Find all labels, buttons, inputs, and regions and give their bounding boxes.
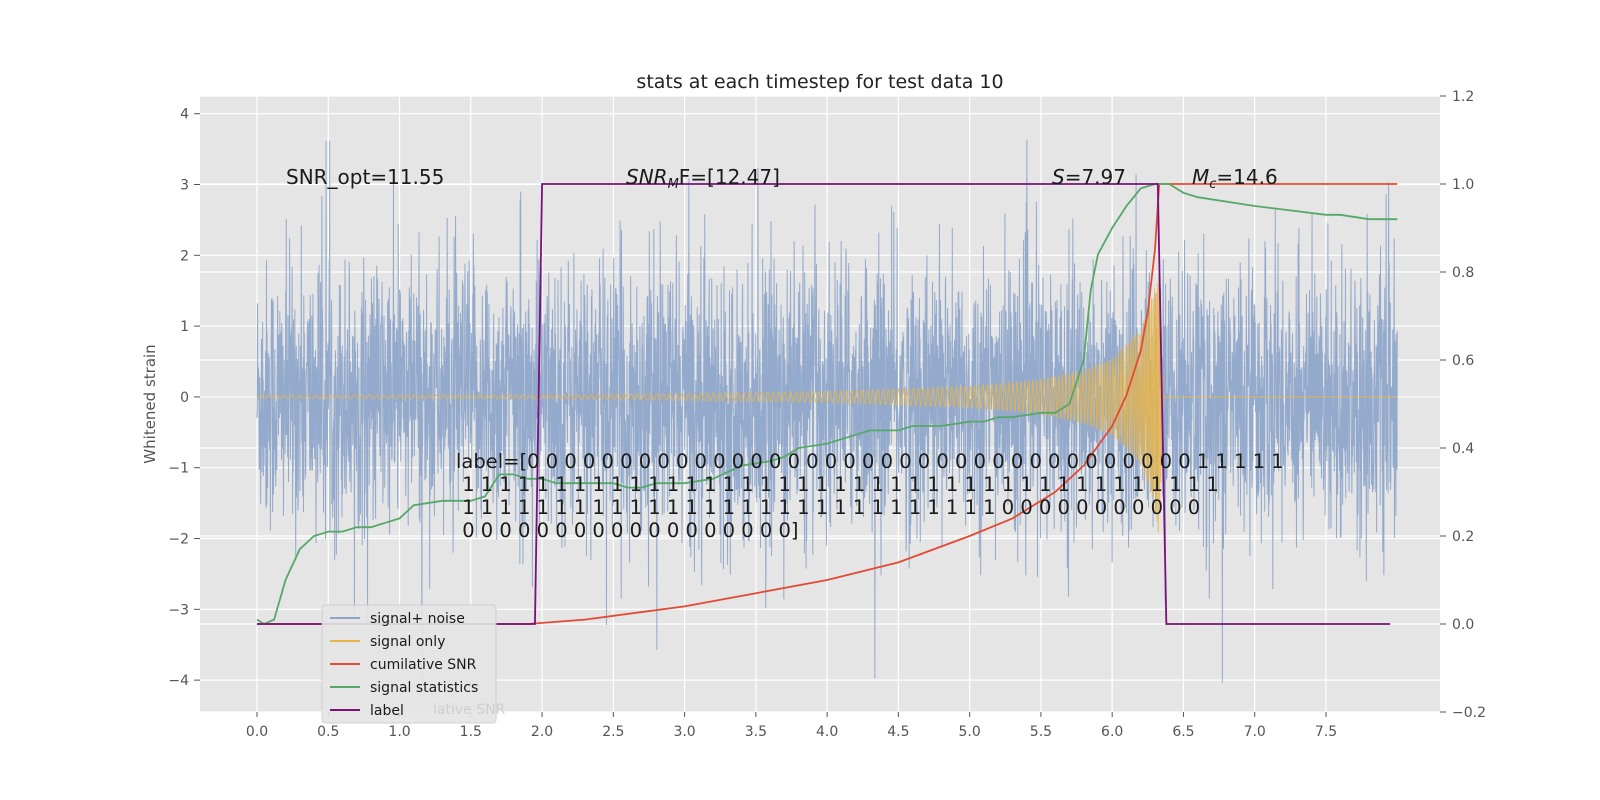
y2-tick-label: 0.2 [1452,529,1474,545]
x-tick-label: 2.5 [602,724,624,740]
chart-title: stats at each timestep for test data 10 [636,71,1003,93]
y-tick-label: 1 [180,319,189,335]
x-tick-label: 5.5 [1030,724,1052,740]
y2-tick-label: 0.6 [1452,353,1474,369]
x-tick-label: 6.0 [1101,724,1123,740]
y2-tick-label: −0.2 [1452,705,1486,721]
legend-entry: signal only [370,634,445,650]
y2-tick-label: 0.4 [1452,441,1474,457]
signal-statistics-line [256,183,1398,626]
signal-only-line [256,272,1398,533]
y-tick-label: 4 [180,107,189,123]
axes: 0.0 0.5 1.0 1.5 2.0 2.5 3.0 3.5 4.0 4.5 5.0 5.5 6.0 6… [168,89,1486,740]
x-tick-label: 4.5 [887,724,909,740]
y2-tick-label: 1.2 [1452,89,1474,105]
y2-tick-label: 1.0 [1452,177,1474,193]
cumilative-snr-line [257,183,1398,625]
legend-entry: signal statistics [370,680,478,696]
x-tick-label: 7.0 [1244,724,1266,740]
y-tick-label: 2 [180,248,189,264]
snr-opt-annotation: SNR_opt=11.55 [286,165,444,189]
y-tick-label: −1 [168,461,189,477]
label-array-line: 0 0 0 0 0 0 0 0 0 0 0 0 0 0 0 0 0 0] [456,519,799,542]
label-array-line: 1 1 1 1 1 1 1 1 1 1 1 1 1 1 1 1 1 1 1 1 … [456,496,1200,519]
signal-plus-noise-line [256,139,1398,688]
signal-only-series [256,272,1398,533]
y-tick-label: 0 [180,390,189,406]
x-tick-label: 6.5 [1172,724,1194,740]
y-tick-label: −4 [168,673,189,689]
x-tick-label: 1.0 [388,724,410,740]
legend-entry: label [370,703,404,719]
legend: lative SNR signal+ noise signal only cumila… [321,604,506,724]
y-tick-label: 3 [180,178,189,194]
y2-tick-label: 0.8 [1452,265,1474,281]
x-tick-label: 5.0 [959,724,981,740]
s-value-annotation: S=7.97 [1052,165,1126,189]
x-tick-label: 1.5 [460,724,482,740]
x-tick-label: 7.5 [1315,724,1337,740]
label-array-line: 1 1 1 1 1 1 1 1 1 1 1 1 1 1 1 1 1 1 1 1 … [456,473,1219,496]
signal-plus-noise-series [256,139,1398,688]
y-tick-label: −3 [168,602,189,618]
y-axis-label: Whitened strain [141,344,159,463]
x-tick-label: 2.0 [531,724,553,740]
snr-mf-annotation: SNRMF=[12.47] [626,165,780,192]
legend-entry: cumilative SNR [370,657,477,673]
x-tick-label: 0.0 [246,724,268,740]
legend-entry: signal+ noise [370,611,465,627]
x-tick-label: 3.5 [745,724,767,740]
y2-tick-label: 0.0 [1452,617,1474,633]
x-tick-label: 0.5 [317,724,339,740]
label-array-line: label=[0 0 0 0 0 0 0 0 0 0 0 0 0 0 0 0 0… [456,450,1284,473]
legend-box [321,604,497,724]
x-tick-label: 3.0 [673,724,695,740]
x-tick-label: 4.0 [816,724,838,740]
legend-ghost-text: lative SNR [433,702,506,718]
y-tick-label: −2 [168,532,189,548]
annotations: SNR_opt=11.55 SNRMF=[12.47] S=7.97 Mc=14.6 l… [286,165,1284,542]
mc-value-annotation: Mc=14.6 [1192,165,1278,192]
